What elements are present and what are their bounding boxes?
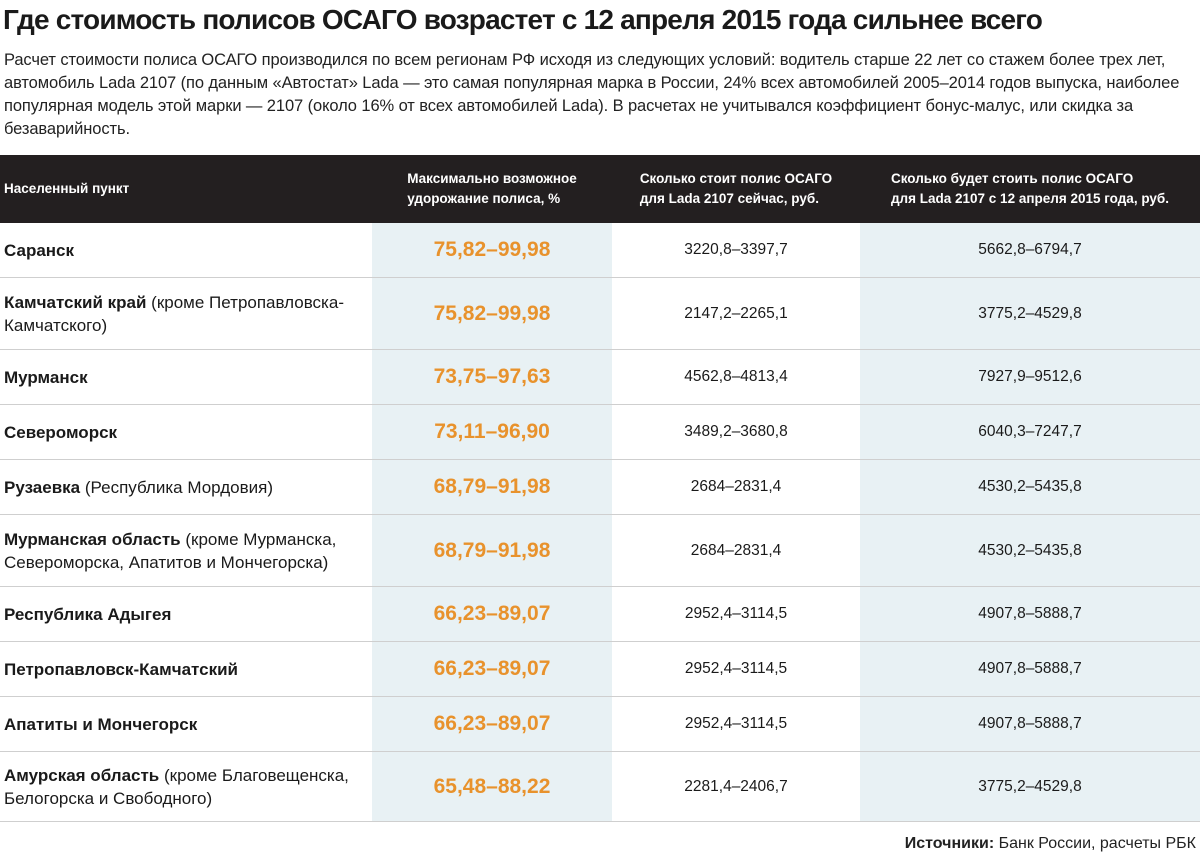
source-label: Источники: <box>904 835 995 852</box>
header-price-now: Сколько стоит полис ОСАГО для Lada 2107 … <box>639 171 833 206</box>
table-row: Амурская область (кроме Благовещенска, Б… <box>0 752 1200 822</box>
settlement-name: Рузаевка <box>4 477 81 497</box>
cell-price-now: 2952,4–3114,5 <box>684 715 788 732</box>
header-settlement: Населенный пункт <box>4 181 130 196</box>
settlement-name: Республика Адыгея <box>4 604 172 624</box>
source-note: Источники: Банк России, расчеты РБК <box>905 835 1196 853</box>
cell-max-increase: 66,23–89,07 <box>433 602 551 625</box>
cell-settlement: Североморск <box>0 405 372 459</box>
settlement-name: Саранск <box>4 240 75 260</box>
cell-settlement: Амурская область (кроме Благовещенска, Б… <box>0 752 372 821</box>
cell-settlement: Камчатский край (кроме Петропавловска-Ка… <box>0 278 372 349</box>
settlement-name: Мурманск <box>4 367 88 387</box>
cell-settlement: Рузаевка (Республика Мордовия) <box>0 460 372 514</box>
intro-text: Расчет стоимости полиса ОСАГО производил… <box>4 51 1180 138</box>
table-row: Республика Адыгея 66,23–89,07 2952,4–3114,… <box>0 587 1200 642</box>
cell-price-now: 2147,2–2265,1 <box>684 304 788 322</box>
cell-max-increase: 66,23–89,07 <box>433 657 551 680</box>
settlement-note: (кроме Благовещенска, Белогорска и Свобо… <box>4 765 349 808</box>
table-row: Петропавловск-Камчатский 66,23–89,07 2952,… <box>0 642 1200 697</box>
cell-max-increase: 75,82–99,98 <box>433 238 551 261</box>
cell-price-now: 3220,8–3397,7 <box>684 241 788 258</box>
cell-price-after: 4907,8–5888,7 <box>978 715 1082 732</box>
cell-settlement: Республика Адыгея <box>0 587 372 641</box>
settlement-name: Апатиты и Мончегорск <box>4 714 198 734</box>
cell-price-now: 2684–2831,4 <box>690 541 782 559</box>
table-row: Саранск 75,82–99,98 3220,8–3397,7 5662,8–67… <box>0 223 1200 278</box>
settlement-name: Петропавловск-Камчатский <box>4 659 239 679</box>
cell-max-increase: 73,11–96,90 <box>434 420 550 443</box>
cell-price-now: 2281,4–2406,7 <box>684 777 788 795</box>
cell-price-after: 7927,9–9512,6 <box>978 368 1082 385</box>
settlement-name: Камчатский край <box>4 292 147 312</box>
settlement-note: (Республика Мордовия) <box>84 477 273 497</box>
cell-max-increase: 73,75–97,63 <box>433 365 551 388</box>
settlement-name: Мурманская область <box>4 529 181 549</box>
table-header: Населенный пункт Максимально возможное у… <box>0 155 1200 223</box>
cell-price-now: 4562,8–4813,4 <box>684 368 788 385</box>
cell-price-now: 2684–2831,4 <box>690 478 782 495</box>
cell-price-after: 3775,2–4529,8 <box>978 304 1082 322</box>
settlement-note: (кроме Петропавловска-Камчатского) <box>4 292 344 335</box>
source-text: Банк России, расчеты РБК <box>998 835 1196 852</box>
header-max-increase: Максимально возможное удорожание полиса,… <box>407 171 577 206</box>
cell-price-after: 4530,2–5435,8 <box>978 478 1082 495</box>
settlement-name: Североморск <box>4 422 118 442</box>
cell-price-now: 2952,4–3114,5 <box>684 605 788 622</box>
cell-settlement: Апатиты и Мончегорск <box>0 697 372 751</box>
table-row: Рузаевка (Республика Мордовия) 68,79–91,9… <box>0 460 1200 515</box>
cell-max-increase: 68,79–91,98 <box>433 538 551 562</box>
cell-price-now: 2952,4–3114,5 <box>684 660 788 677</box>
table-row: Апатиты и Мончегорск 66,23–89,07 2952,4–31… <box>0 697 1200 752</box>
cell-settlement: Саранск <box>0 223 372 277</box>
cell-settlement: Мурманская область (кроме Мурманска, Сев… <box>0 515 372 586</box>
cell-price-after: 5662,8–6794,7 <box>978 241 1082 258</box>
header-price-after: Сколько будет стоить полис ОСАГО для Lad… <box>890 171 1169 206</box>
cell-price-after: 4530,2–5435,8 <box>978 541 1082 559</box>
cell-max-increase: 75,82–99,98 <box>433 301 551 325</box>
cell-max-increase: 66,23–89,07 <box>433 712 551 735</box>
cell-price-after: 3775,2–4529,8 <box>978 777 1082 795</box>
cell-settlement: Мурманск <box>0 350 372 404</box>
cell-max-increase: 68,79–91,98 <box>433 475 551 498</box>
table-row: Североморск 73,11–96,90 3489,2–3680,8 6040,… <box>0 405 1200 460</box>
cell-settlement: Петропавловск-Камчатский <box>0 642 372 696</box>
table-row: Мурманская область (кроме Мурманска, Сев… <box>0 515 1200 587</box>
cell-price-after: 4907,8–5888,7 <box>978 660 1082 677</box>
table-row: Мурманск 73,75–97,63 4562,8–4813,4 7927,9–9… <box>0 350 1200 405</box>
table-row: Камчатский край (кроме Петропавловска-Ка… <box>0 278 1200 350</box>
cell-price-now: 3489,2–3680,8 <box>684 423 788 440</box>
table-body: Саранск 75,82–99,98 3220,8–3397,7 5662,8–67… <box>0 223 1200 822</box>
cell-price-after: 4907,8–5888,7 <box>978 605 1082 622</box>
settlement-name: Амурская область <box>4 765 160 785</box>
after-column-background <box>860 223 1200 822</box>
settlement-note: (кроме Мурманска, Североморска, Апатитов… <box>4 529 337 572</box>
increase-column-background <box>372 223 612 822</box>
cell-price-after: 6040,3–7247,7 <box>978 423 1082 440</box>
cell-max-increase: 65,48–88,22 <box>433 774 551 798</box>
chart-title: Где стоимость полисов ОСАГО возрастет с … <box>3 4 1043 35</box>
